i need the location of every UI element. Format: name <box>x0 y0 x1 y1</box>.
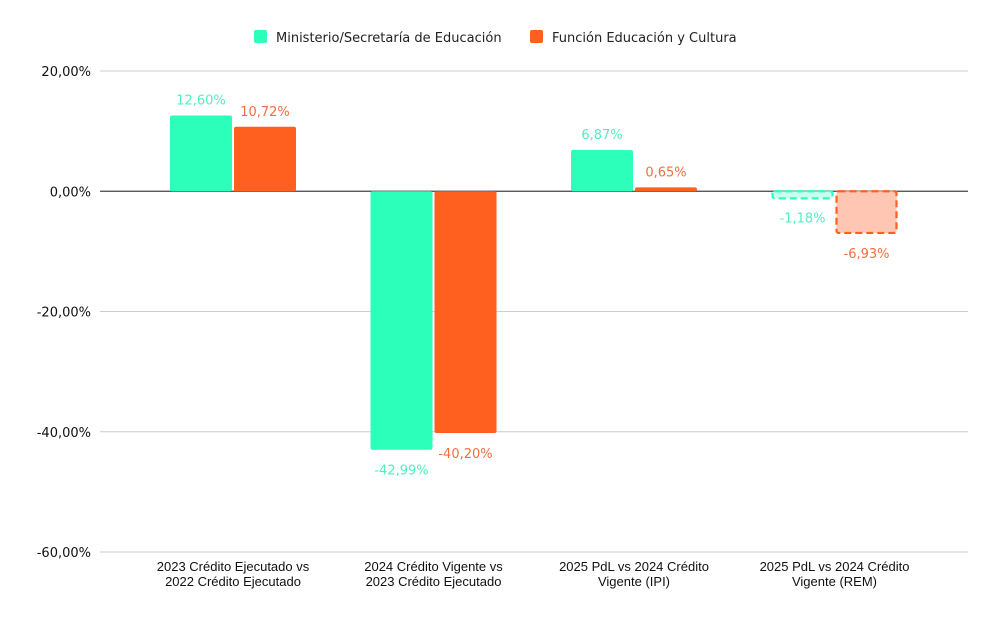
legend-swatch <box>254 30 267 43</box>
bar <box>771 190 834 200</box>
bar <box>234 126 296 192</box>
data-label: -6,93% <box>844 247 890 262</box>
data-label: 6,87% <box>581 128 622 143</box>
legend-label: Función Educación y Cultura <box>552 31 737 46</box>
y-tick-label: -20,00% <box>37 306 91 321</box>
legend-item: Función Educación y Cultura <box>530 30 737 46</box>
bars <box>170 115 898 450</box>
x-category-label: Vigente (IPI) <box>598 574 670 589</box>
bar <box>434 191 497 433</box>
data-label: -42,99% <box>374 464 428 479</box>
bar <box>170 115 232 192</box>
x-category-label: 2022 Crédito Ejecutado <box>165 574 301 589</box>
data-labels: 12,60% 10,72% -42,99% -40,20% 6,87% 0,65% -1,1… <box>176 93 889 478</box>
grid: 20,00% 0,00% -20,00% -40,00% -60,00% <box>37 65 968 561</box>
legend: Ministerio/Secretaría de Educación Funció… <box>254 30 737 46</box>
x-category-label: 2024 Crédito Vigente vs <box>364 559 503 574</box>
bar <box>571 149 633 192</box>
data-label: 0,65% <box>645 165 686 180</box>
y-tick-label: -60,00% <box>37 546 91 561</box>
y-tick-label: 20,00% <box>41 65 91 80</box>
x-category-label: 2025 PdL vs 2024 Crédito <box>559 559 709 574</box>
bar <box>835 190 898 235</box>
y-tick-label: -40,00% <box>37 426 91 441</box>
legend-swatch <box>530 30 543 43</box>
data-label: -1,18% <box>780 211 826 226</box>
x-category-label: 2023 Crédito Ejecutado <box>366 574 502 589</box>
x-category-label: Vigente (REM) <box>792 574 877 589</box>
x-category-label: 2023 Crédito Ejecutado vs <box>157 559 310 574</box>
data-label: 10,72% <box>240 105 290 120</box>
legend-label: Ministerio/Secretaría de Educación <box>276 31 502 46</box>
data-label: 12,60% <box>176 93 226 108</box>
data-label: -40,20% <box>438 447 492 462</box>
legend-item: Ministerio/Secretaría de Educación <box>254 30 502 46</box>
bar <box>370 191 433 450</box>
y-tick-label: 0,00% <box>50 185 91 200</box>
bar <box>635 187 697 192</box>
x-category-label: 2025 PdL vs 2024 Crédito <box>760 559 910 574</box>
